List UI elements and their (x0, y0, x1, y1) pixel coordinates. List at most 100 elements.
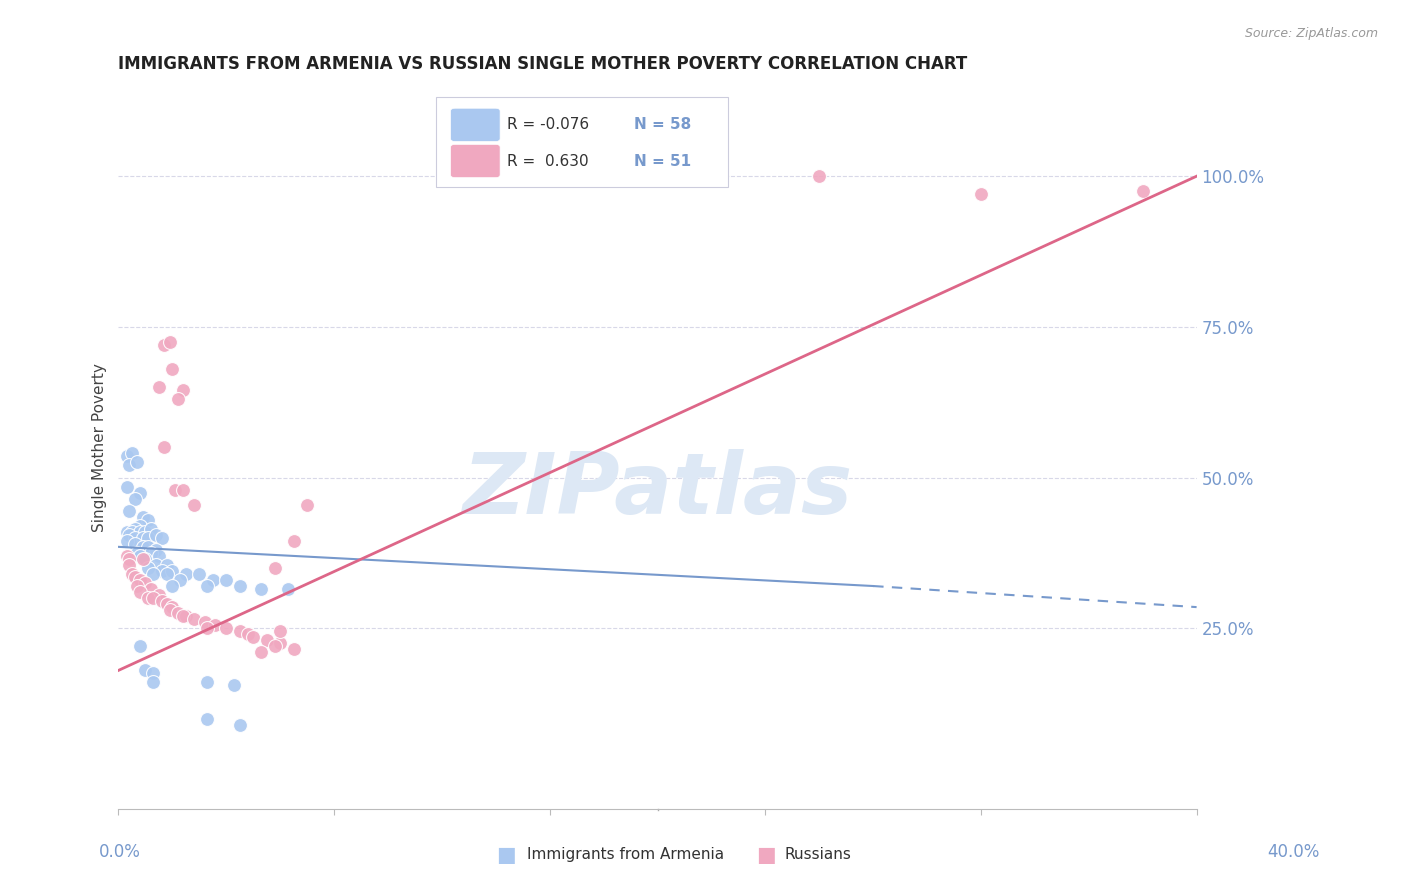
Point (172, 383, 194, 397)
Point (250, 582, 273, 596)
Text: ZIPatlas: ZIPatlas (463, 450, 852, 533)
Point (131, 540, 153, 554)
Point (136, 513, 159, 527)
Text: 40.0%: 40.0% (1267, 843, 1320, 861)
Point (148, 588, 170, 602)
Point (134, 524, 156, 539)
Point (215, 573, 238, 587)
Point (150, 531, 173, 545)
Point (269, 624, 291, 639)
Text: N = 58: N = 58 (634, 118, 692, 132)
Point (129, 524, 152, 539)
Point (204, 618, 226, 632)
Point (150, 594, 173, 608)
Point (153, 338, 176, 352)
Point (118, 504, 141, 518)
Point (1132, 184, 1154, 198)
FancyBboxPatch shape (450, 145, 501, 178)
Point (129, 573, 152, 587)
Point (169, 573, 191, 587)
Point (148, 380, 170, 394)
Point (970, 187, 993, 202)
Point (263, 640, 285, 654)
Point (118, 558, 141, 572)
FancyBboxPatch shape (436, 96, 727, 187)
Point (121, 446, 143, 460)
Point (115, 524, 138, 539)
Point (263, 561, 285, 575)
Point (229, 579, 252, 593)
Point (124, 570, 146, 584)
Point (174, 566, 197, 581)
Point (183, 498, 205, 512)
Point (134, 576, 156, 591)
Text: R = -0.076: R = -0.076 (506, 118, 589, 132)
Text: ■: ■ (756, 845, 776, 864)
Point (162, 600, 184, 615)
Point (136, 561, 159, 575)
Point (118, 528, 141, 542)
Point (277, 582, 299, 596)
Point (115, 533, 138, 548)
Point (159, 603, 181, 617)
Point (121, 524, 143, 539)
Point (129, 485, 152, 500)
Point (194, 615, 217, 630)
Point (142, 591, 165, 605)
Point (115, 549, 138, 563)
Point (145, 542, 167, 557)
Point (131, 552, 153, 566)
Y-axis label: Single Mother Poverty: Single Mother Poverty (93, 363, 107, 532)
Point (148, 549, 170, 563)
Point (136, 591, 159, 605)
Text: R =  0.630: R = 0.630 (506, 153, 588, 169)
Point (142, 566, 165, 581)
Point (127, 546, 149, 560)
Point (174, 609, 197, 624)
Point (131, 509, 153, 524)
Point (269, 636, 291, 650)
Text: Immigrants from Armenia: Immigrants from Armenia (527, 847, 724, 862)
Point (808, 169, 831, 184)
Point (142, 666, 165, 681)
Point (131, 531, 153, 545)
Point (124, 531, 146, 545)
Point (139, 546, 162, 560)
Point (129, 640, 152, 654)
Point (136, 540, 159, 554)
Text: N = 51: N = 51 (634, 153, 690, 169)
Point (124, 537, 146, 551)
Point (229, 624, 252, 639)
Point (183, 612, 205, 626)
Point (242, 630, 264, 644)
Point (197, 675, 219, 690)
Point (127, 579, 149, 593)
Point (215, 621, 238, 635)
Point (129, 518, 152, 533)
Point (139, 582, 162, 596)
Point (188, 566, 211, 581)
Point (124, 522, 146, 536)
Point (172, 609, 194, 624)
Text: 0.0%: 0.0% (98, 843, 141, 861)
Point (197, 712, 219, 726)
Point (197, 579, 219, 593)
Point (162, 579, 184, 593)
Point (283, 533, 305, 548)
Point (201, 573, 224, 587)
Point (115, 450, 138, 464)
Point (142, 675, 165, 690)
Point (145, 558, 167, 572)
Point (115, 479, 138, 493)
Point (153, 441, 176, 455)
Point (162, 564, 184, 578)
Point (236, 627, 259, 641)
Point (156, 597, 179, 611)
Point (156, 566, 179, 581)
Point (162, 362, 184, 376)
Point (145, 528, 167, 542)
Point (159, 334, 181, 349)
Point (129, 549, 152, 563)
Point (150, 564, 173, 578)
Point (118, 552, 141, 566)
